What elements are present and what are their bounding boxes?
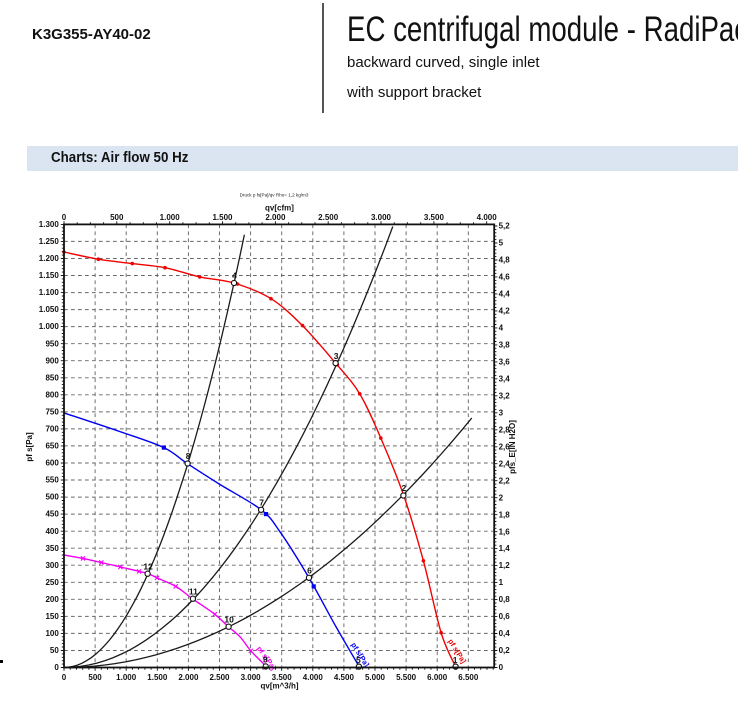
svg-text:750: 750 [45, 408, 59, 417]
svg-text:4,6: 4,6 [499, 273, 511, 282]
svg-text:2: 2 [402, 483, 407, 493]
svg-text:4,2: 4,2 [499, 307, 511, 316]
svg-text:2: 2 [499, 493, 504, 502]
svg-text:4.500: 4.500 [334, 673, 355, 682]
svg-text:Druck p fs[Pa]/qv Rho= 1,2 kg: Druck p fs[Pa]/qv Rho= 1,2 kg/m3 [240, 193, 309, 198]
svg-text:6: 6 [307, 566, 312, 576]
svg-text:550: 550 [45, 476, 59, 485]
svg-text:12: 12 [143, 561, 153, 571]
svg-text:3.500: 3.500 [272, 673, 293, 682]
svg-text:250: 250 [45, 578, 59, 587]
svg-text:800: 800 [45, 390, 59, 399]
svg-text:3: 3 [334, 351, 339, 361]
svg-text:6.500: 6.500 [458, 673, 479, 682]
svg-text:900: 900 [45, 356, 59, 365]
svg-text:1.000: 1.000 [116, 673, 137, 682]
svg-text:3: 3 [499, 408, 504, 417]
svg-text:300: 300 [45, 561, 59, 570]
svg-text:5.000: 5.000 [365, 673, 386, 682]
svg-text:1,8: 1,8 [499, 510, 511, 519]
svg-text:2.500: 2.500 [318, 213, 339, 222]
svg-text:3.500: 3.500 [424, 213, 445, 222]
svg-text:650: 650 [45, 442, 59, 451]
svg-text:4.000: 4.000 [477, 213, 498, 222]
svg-text:4: 4 [232, 271, 237, 281]
svg-text:11: 11 [189, 586, 198, 596]
svg-text:2.000: 2.000 [178, 673, 199, 682]
svg-text:3,8: 3,8 [499, 341, 511, 350]
svg-text:4,4: 4,4 [499, 290, 511, 299]
svg-text:1.300: 1.300 [39, 220, 60, 229]
svg-text:1,4: 1,4 [499, 544, 511, 553]
svg-text:700: 700 [45, 425, 59, 434]
svg-text:4.000: 4.000 [303, 673, 324, 682]
svg-text:5: 5 [356, 655, 361, 665]
svg-text:0: 0 [62, 213, 67, 222]
svg-text:450: 450 [45, 510, 59, 519]
svg-text:1,2: 1,2 [499, 561, 511, 570]
svg-text:100: 100 [45, 629, 59, 638]
svg-text:2,2: 2,2 [499, 476, 511, 485]
svg-text:9: 9 [263, 655, 268, 665]
svg-text:qv[cfm]: qv[cfm] [265, 204, 294, 213]
svg-text:0,6: 0,6 [499, 612, 511, 621]
svg-text:0: 0 [54, 663, 59, 672]
svg-text:0,2: 0,2 [499, 646, 511, 655]
svg-text:400: 400 [45, 527, 59, 536]
svg-text:50: 50 [50, 646, 59, 655]
svg-text:500: 500 [45, 493, 59, 502]
svg-text:2,6: 2,6 [499, 442, 511, 451]
svg-text:1.100: 1.100 [39, 288, 60, 297]
svg-text:2.500: 2.500 [209, 673, 230, 682]
svg-text:500: 500 [110, 213, 124, 222]
svg-text:3.000: 3.000 [371, 213, 392, 222]
svg-text:1.000: 1.000 [39, 322, 60, 331]
svg-text:2,4: 2,4 [499, 459, 511, 468]
svg-text:1,6: 1,6 [499, 527, 511, 536]
svg-text:4,8: 4,8 [499, 256, 511, 265]
svg-text:200: 200 [45, 595, 59, 604]
svg-text:3,6: 3,6 [499, 358, 511, 367]
svg-text:1.050: 1.050 [39, 305, 60, 314]
svg-text:1.250: 1.250 [39, 237, 60, 246]
svg-text:0,8: 0,8 [499, 595, 511, 604]
svg-text:150: 150 [45, 612, 59, 621]
svg-text:pf s[Pa]: pf s[Pa] [25, 432, 34, 462]
svg-text:1: 1 [453, 655, 458, 665]
svg-text:10: 10 [224, 614, 234, 624]
svg-text:500: 500 [88, 673, 102, 682]
svg-text:qv[m^3/h]: qv[m^3/h] [260, 682, 298, 691]
svg-text:3,4: 3,4 [499, 374, 511, 383]
svg-text:pfs_E[IN H2O]: pfs_E[IN H2O] [508, 420, 517, 474]
svg-text:3.000: 3.000 [241, 673, 262, 682]
svg-text:1.000: 1.000 [160, 213, 181, 222]
svg-text:2.000: 2.000 [265, 213, 286, 222]
svg-text:4: 4 [499, 324, 504, 333]
svg-text:350: 350 [45, 544, 59, 553]
svg-text:2,8: 2,8 [499, 425, 511, 434]
svg-text:3,2: 3,2 [499, 391, 511, 400]
svg-text:0: 0 [62, 673, 67, 682]
svg-text:0: 0 [499, 663, 504, 672]
svg-text:850: 850 [45, 373, 59, 382]
svg-text:1.200: 1.200 [39, 254, 60, 263]
svg-text:5,2: 5,2 [499, 222, 511, 231]
svg-text:8: 8 [186, 451, 191, 461]
svg-text:5: 5 [499, 239, 504, 248]
svg-text:5.500: 5.500 [396, 673, 417, 682]
svg-text:6.000: 6.000 [427, 673, 448, 682]
svg-text:1: 1 [499, 578, 504, 587]
svg-text:950: 950 [45, 339, 59, 348]
svg-text:1.150: 1.150 [39, 271, 60, 280]
svg-text:1.500: 1.500 [147, 673, 168, 682]
svg-text:600: 600 [45, 459, 59, 468]
svg-text:0,4: 0,4 [499, 629, 511, 638]
svg-text:1.500: 1.500 [212, 213, 233, 222]
svg-text:7: 7 [259, 498, 264, 508]
